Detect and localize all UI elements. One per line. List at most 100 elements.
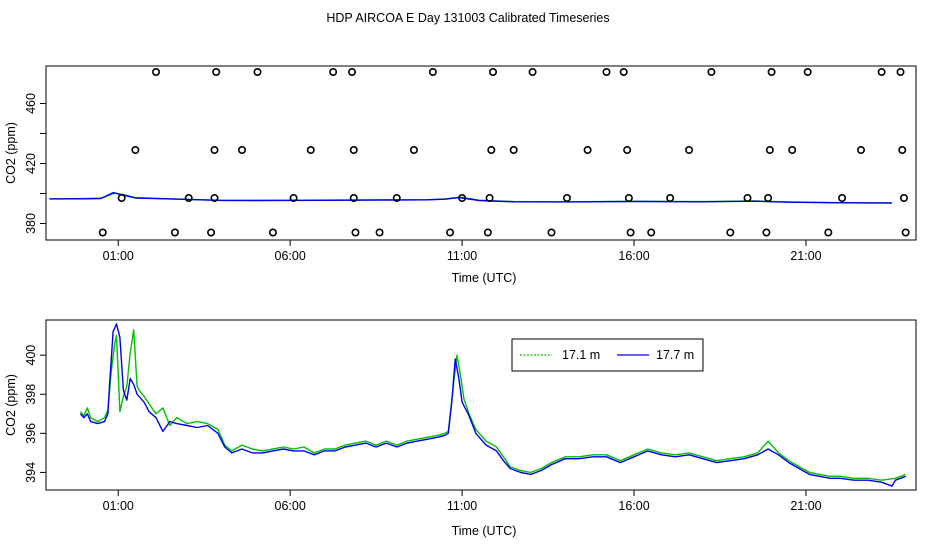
calibration-point-11 bbox=[767, 68, 776, 77]
calibration-point-50 bbox=[375, 228, 384, 237]
y-tick-label-2: 398 bbox=[24, 384, 38, 405]
top-panel: 01:00 06:00 11:00 16:00 21:00 380 420 460 Time… bbox=[4, 65, 917, 285]
calibration-point-49 bbox=[351, 228, 360, 237]
calibration-point-48 bbox=[268, 228, 277, 237]
calibration-point-38 bbox=[562, 194, 571, 203]
calibration-point-13 bbox=[877, 68, 886, 77]
calibration-point-47 bbox=[207, 228, 216, 237]
calibration-point-59 bbox=[901, 228, 910, 237]
calibration-point-51 bbox=[446, 228, 455, 237]
legend-label-17-7m: 17.7 m bbox=[656, 348, 694, 362]
calibration-point-24 bbox=[623, 146, 632, 155]
calibration-point-12 bbox=[803, 68, 812, 77]
top-y-axis: 380 420 460 bbox=[24, 93, 46, 234]
series-line-1 bbox=[49, 191, 892, 204]
calibration-point-6 bbox=[489, 68, 498, 77]
calibration-point-33 bbox=[289, 194, 298, 203]
calibration-point-26 bbox=[765, 146, 774, 155]
bottom-x-axis: 01:00 06:00 11:00 16:00 21:00 bbox=[103, 490, 822, 513]
calibration-point-20 bbox=[409, 146, 418, 155]
x-tick-label-4: 21:00 bbox=[790, 499, 821, 513]
top-calibration-points bbox=[98, 68, 910, 237]
x-tick-label-2: 11:00 bbox=[447, 249, 477, 263]
calibration-point-37 bbox=[485, 194, 494, 203]
calibration-point-0 bbox=[152, 68, 161, 77]
calibration-point-39 bbox=[624, 194, 633, 203]
calibration-point-32 bbox=[210, 194, 219, 203]
calibration-point-21 bbox=[487, 146, 496, 155]
y-tick-label-3: 400 bbox=[24, 345, 38, 366]
top-plot-frame bbox=[45, 65, 917, 241]
calibration-point-28 bbox=[856, 146, 865, 155]
calibration-point-17 bbox=[238, 146, 247, 155]
calibration-point-44 bbox=[899, 194, 908, 203]
calibration-point-55 bbox=[647, 228, 656, 237]
calibration-point-53 bbox=[547, 228, 556, 237]
calibration-point-3 bbox=[329, 68, 338, 77]
calibration-point-43 bbox=[838, 194, 847, 203]
calibration-point-5 bbox=[428, 68, 437, 77]
y-tick-label-0: 380 bbox=[24, 213, 38, 234]
calibration-point-46 bbox=[170, 228, 179, 237]
calibration-point-2 bbox=[253, 68, 262, 77]
calibration-point-45 bbox=[98, 228, 107, 237]
y-tick-label-1: 396 bbox=[24, 423, 38, 444]
calibration-point-54 bbox=[626, 228, 635, 237]
calibration-point-56 bbox=[726, 228, 735, 237]
calibration-point-35 bbox=[392, 194, 401, 203]
calibration-point-34 bbox=[349, 194, 358, 203]
calibration-point-14 bbox=[896, 68, 905, 77]
calibration-point-57 bbox=[762, 228, 771, 237]
calibration-point-8 bbox=[602, 68, 611, 77]
calibration-point-27 bbox=[788, 146, 797, 155]
series-line-0 bbox=[79, 329, 906, 481]
calibration-point-25 bbox=[685, 146, 694, 155]
calibration-point-58 bbox=[824, 228, 833, 237]
calibration-point-7 bbox=[528, 68, 537, 77]
bottom-y-axis: 394 396 398 400 bbox=[24, 345, 46, 483]
bottom-panel: 01:00 06:00 11:00 16:00 21:00 394 396 398 400 T… bbox=[4, 319, 917, 538]
top-x-axis-label: Time (UTC) bbox=[452, 271, 517, 285]
y-tick-label-4: 460 bbox=[24, 93, 38, 114]
calibration-point-41 bbox=[743, 194, 752, 203]
calibration-point-31 bbox=[184, 194, 193, 203]
calibration-point-23 bbox=[583, 146, 592, 155]
bottom-x-axis-label: Time (UTC) bbox=[452, 524, 517, 538]
calibration-point-22 bbox=[509, 146, 518, 155]
y-tick-label-0: 394 bbox=[24, 462, 38, 483]
x-tick-label-1: 06:00 bbox=[275, 249, 306, 263]
x-tick-label-3: 16:00 bbox=[618, 499, 649, 513]
x-tick-label-3: 16:00 bbox=[618, 249, 649, 263]
bottom-y-axis-label: CO2 (ppm) bbox=[4, 374, 18, 436]
x-tick-label-0: 01:00 bbox=[103, 249, 134, 263]
legend-label-17-1m: 17.1 m bbox=[562, 348, 600, 362]
calibration-point-42 bbox=[764, 194, 773, 203]
legend-box bbox=[511, 338, 704, 372]
calibration-point-10 bbox=[707, 68, 716, 77]
bottom-series-lines bbox=[79, 323, 906, 487]
calibration-point-9 bbox=[619, 68, 628, 77]
y-tick-label-2: 420 bbox=[24, 153, 38, 174]
x-tick-label-2: 11:00 bbox=[447, 499, 477, 513]
series-line-1 bbox=[79, 323, 906, 487]
calibration-point-52 bbox=[483, 228, 492, 237]
calibration-point-19 bbox=[349, 146, 358, 155]
calibration-point-30 bbox=[117, 194, 126, 203]
calibration-point-1 bbox=[212, 68, 221, 77]
calibration-point-4 bbox=[348, 68, 357, 77]
calibration-point-36 bbox=[458, 194, 467, 203]
calibration-point-16 bbox=[210, 146, 219, 155]
x-tick-label-1: 06:00 bbox=[275, 499, 306, 513]
bottom-plot-frame bbox=[45, 319, 917, 491]
top-x-axis: 01:00 06:00 11:00 16:00 21:00 bbox=[103, 240, 822, 263]
x-tick-label-0: 01:00 bbox=[103, 499, 134, 513]
calibration-point-15 bbox=[131, 146, 140, 155]
top-y-axis-label: CO2 (ppm) bbox=[4, 122, 18, 184]
figure-title: HDP AIRCOA E Day 131003 Calibrated Times… bbox=[326, 11, 609, 25]
legend: 17.1 m 17.7 m bbox=[511, 338, 704, 372]
calibration-point-18 bbox=[306, 146, 315, 155]
calibration-point-29 bbox=[898, 146, 907, 155]
calibration-point-40 bbox=[666, 194, 675, 203]
